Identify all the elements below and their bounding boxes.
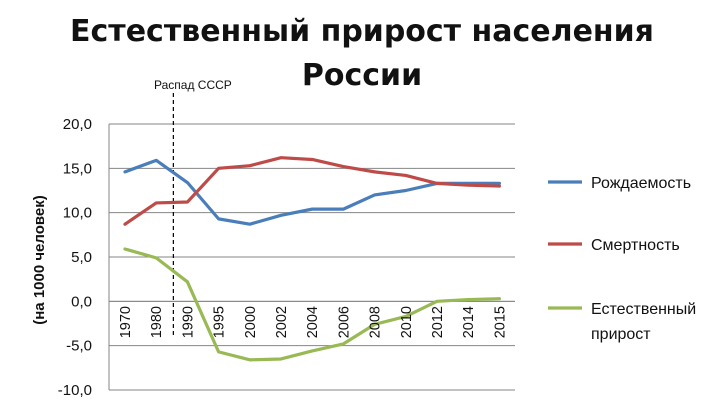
data-point <box>248 164 251 167</box>
data-point <box>342 342 345 346</box>
y-axis-ticks: 20,0 15,0 10,0 5,0 0,0 -5,0 -10,0 <box>58 116 92 399</box>
y-axis-label: (на 1000 человек) <box>31 195 48 325</box>
legend-label: прирост <box>591 326 651 343</box>
data-point <box>155 159 158 162</box>
y-tick-label: 10,0 <box>63 205 92 222</box>
chart-title-line-2: России <box>302 58 422 93</box>
data-point <box>311 158 314 161</box>
data-point <box>435 300 439 303</box>
data-point <box>404 315 407 318</box>
series-line <box>123 158 501 226</box>
chart-title: Естественный прирост населения России <box>70 14 654 93</box>
y-tick-label: 15,0 <box>63 160 92 177</box>
data-point <box>373 193 376 197</box>
y-tick-label: 20,0 <box>63 116 92 133</box>
x-tick-label: 2006 <box>336 306 352 338</box>
data-point <box>404 174 407 177</box>
x-tick-label: 1980 <box>149 306 165 338</box>
data-point <box>186 280 189 284</box>
chart-title-line-1: Естественный прирост населения <box>70 14 654 49</box>
data-point <box>217 217 220 221</box>
legend-label: Рождаемость <box>591 175 691 192</box>
data-point <box>123 222 127 226</box>
series-lines <box>123 156 501 362</box>
y-tick-label: -5,0 <box>66 338 92 355</box>
data-point <box>467 183 470 187</box>
data-point <box>279 214 283 217</box>
legend: Рождаемость Смертность Естественный прирост <box>548 175 696 343</box>
data-point <box>373 323 376 326</box>
data-point <box>279 156 283 159</box>
data-point <box>342 207 345 211</box>
data-point <box>311 207 314 211</box>
x-tick-label: 1995 <box>212 306 228 338</box>
x-tick-label: 2008 <box>368 306 384 338</box>
data-point <box>373 170 376 174</box>
x-tick-label: 1970 <box>118 306 134 338</box>
data-point <box>155 201 158 205</box>
legend-label: Естественный <box>591 301 696 318</box>
x-tick-label: 2002 <box>274 306 290 338</box>
x-tick-label: 2004 <box>305 306 321 338</box>
data-point <box>498 297 501 300</box>
legend-item: Смертность <box>548 237 680 254</box>
series-line <box>123 156 501 226</box>
ussr-collapse-annotation: Распад СССР <box>154 78 232 92</box>
data-point <box>342 165 345 168</box>
data-point <box>498 182 501 185</box>
y-tick-label: 0,0 <box>71 293 92 310</box>
data-point <box>404 189 407 192</box>
y-tick-label: 5,0 <box>71 249 92 266</box>
data-point <box>217 350 220 354</box>
legend-label: Смертность <box>591 237 680 254</box>
data-point <box>186 200 189 204</box>
data-point <box>123 247 127 251</box>
legend-item: Рождаемость <box>548 175 691 192</box>
data-point <box>498 184 501 188</box>
series-line <box>123 247 501 362</box>
x-tick-label: 2012 <box>430 306 446 338</box>
data-point <box>248 222 251 226</box>
x-tick-label: 2015 <box>492 306 508 338</box>
annotation-group: Распад СССР <box>154 78 232 336</box>
data-point <box>248 358 251 362</box>
series-3 <box>123 247 501 362</box>
data-point <box>435 182 439 185</box>
data-point <box>186 181 189 184</box>
y-tick-label: -10,0 <box>58 382 92 399</box>
data-point <box>155 256 158 260</box>
data-point <box>217 167 220 170</box>
data-point <box>311 349 314 353</box>
x-tick-label: 2000 <box>243 306 259 338</box>
series-1 <box>123 158 501 226</box>
x-tick-label: 1990 <box>180 306 196 338</box>
data-point <box>123 170 127 174</box>
series-2 <box>123 156 501 226</box>
x-tick-label: 2010 <box>399 306 415 338</box>
x-axis-ticks: 1970 1980 1990 1995 2000 2002 2004 2006 2008 2010… <box>118 306 508 338</box>
legend-item: Естественный прирост <box>548 301 696 343</box>
data-point <box>279 357 283 361</box>
data-point <box>467 298 470 301</box>
x-tick-label: 2014 <box>461 306 477 338</box>
